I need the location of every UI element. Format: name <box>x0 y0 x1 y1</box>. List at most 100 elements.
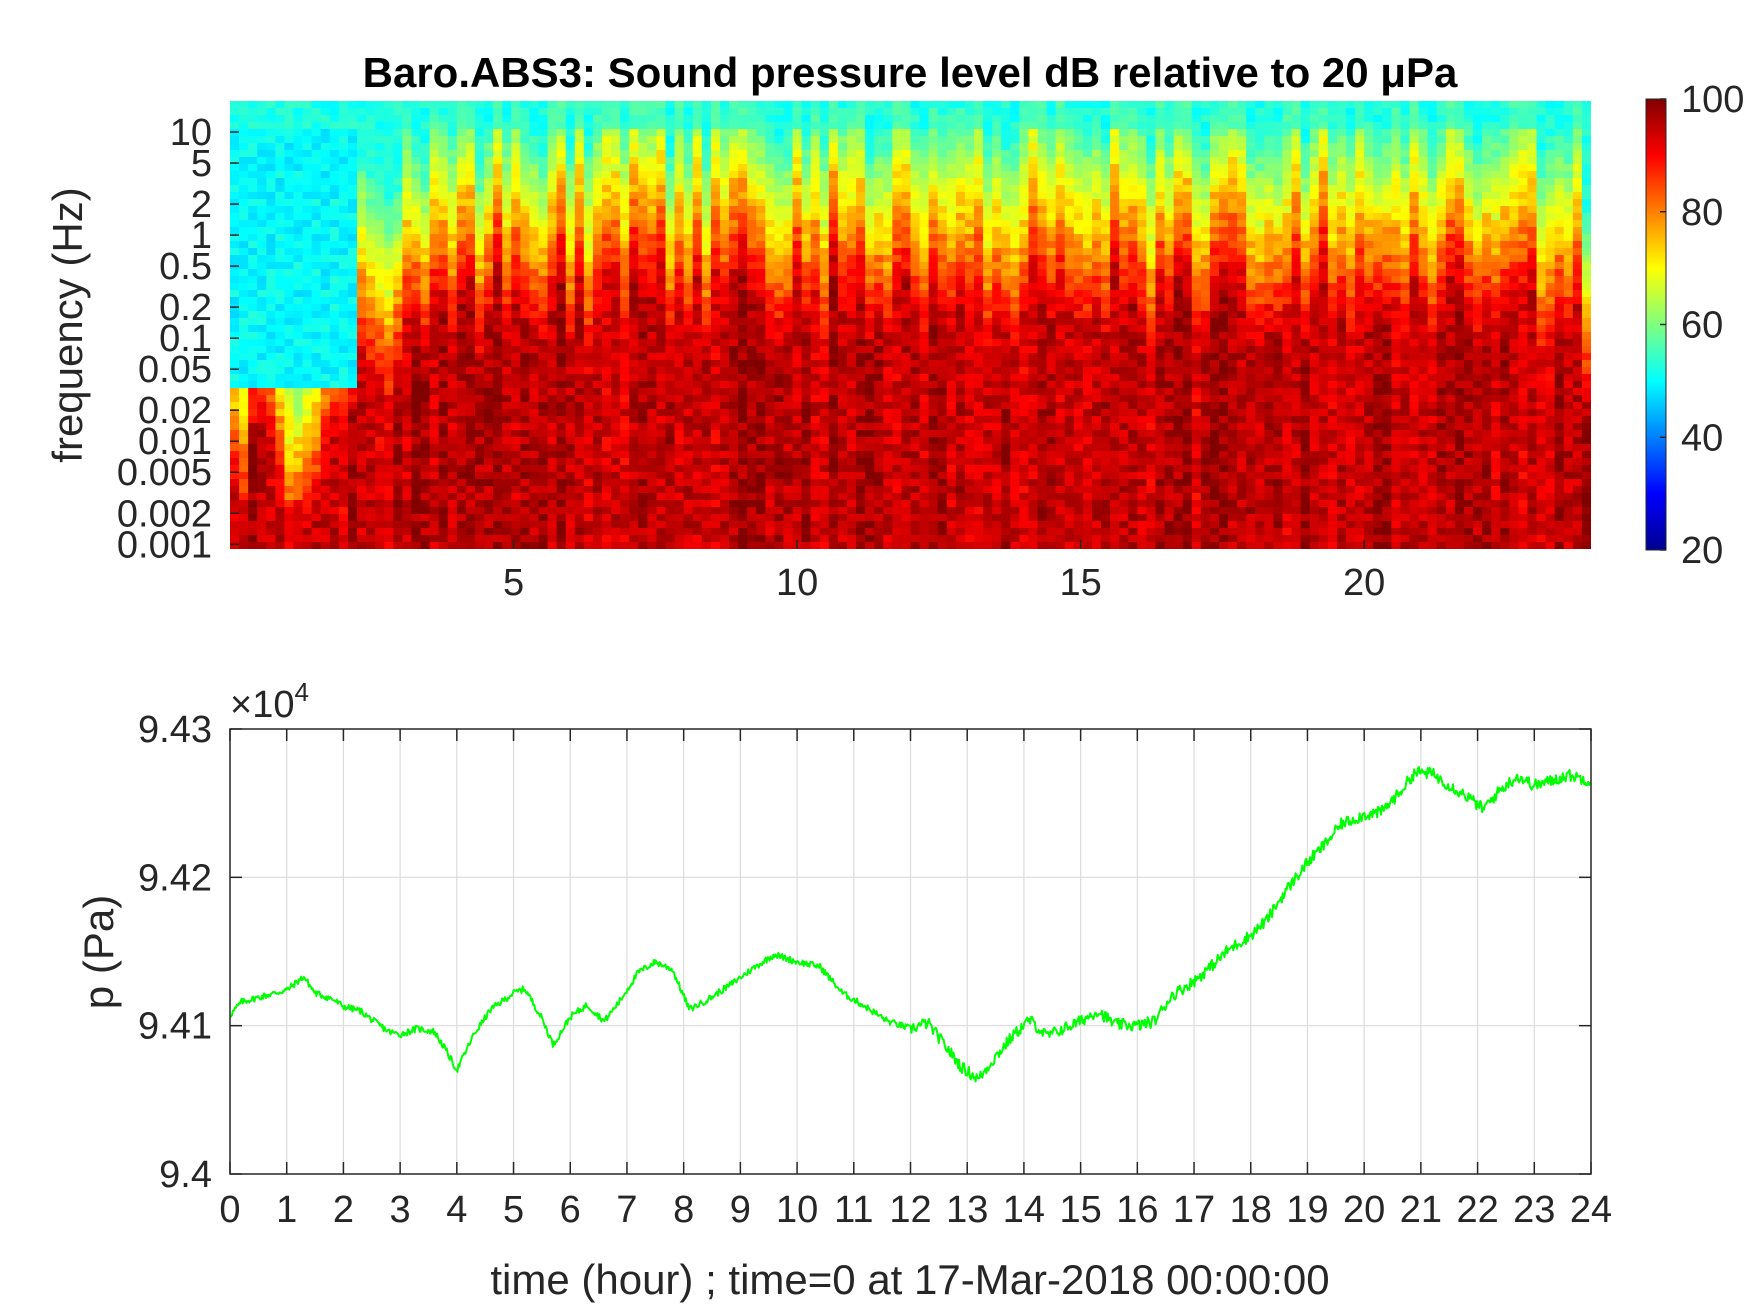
spectrogram-cell <box>565 465 576 473</box>
spectrogram-cell <box>665 381 676 389</box>
spectrogram-cell <box>357 143 367 151</box>
spectrogram-cell <box>629 318 639 326</box>
spectrogram-cell <box>248 283 258 291</box>
spectrogram-cell <box>347 311 358 319</box>
spectrogram-cell <box>393 360 403 368</box>
spectrogram-cell <box>874 521 884 529</box>
spectrogram-cell <box>556 171 567 179</box>
spectrogram-cell <box>928 108 939 116</box>
spectrogram-cell <box>547 423 558 431</box>
spectrogram-cell <box>774 507 785 515</box>
spectrogram-cell <box>375 409 385 417</box>
spectrogram-cell <box>538 129 549 137</box>
spectrogram-cell <box>329 262 340 270</box>
spectrogram-cell <box>892 178 903 186</box>
spectrogram-cell <box>275 444 286 452</box>
spectrogram-cell <box>910 115 921 123</box>
spectrogram-cell <box>347 388 358 396</box>
spectrogram-cell <box>529 493 540 501</box>
spectrogram-cell <box>837 472 848 480</box>
spectrogram-cell <box>801 234 812 242</box>
spectrogram-cell <box>928 332 939 340</box>
spectrogram-cell <box>801 318 812 326</box>
spectrogram-cell <box>402 150 413 158</box>
spectrogram-cell <box>683 486 694 494</box>
spectrogram-cell <box>538 297 549 305</box>
spectrogram-cell <box>774 276 785 284</box>
spectrogram-cell <box>638 283 648 291</box>
spectrogram-cell <box>429 206 440 214</box>
spectrogram-cell <box>865 290 875 298</box>
spectrogram-cell <box>620 353 630 361</box>
spectrogram-cell <box>892 493 903 501</box>
spectrogram-cell <box>366 115 376 123</box>
spectrogram-cell <box>275 430 286 438</box>
spectrogram-cell <box>293 199 304 207</box>
spectrogram-cell <box>338 402 349 410</box>
spectrogram-cell <box>547 535 558 543</box>
spectrogram-cell <box>311 276 322 284</box>
spectrogram-cell <box>311 220 322 228</box>
spectrogram-cell <box>919 367 930 375</box>
spectrogram-cell <box>710 360 721 368</box>
spectrogram-cell <box>429 542 440 549</box>
spectrogram-cell <box>366 339 376 347</box>
spectrogram-cell <box>493 220 503 228</box>
spectrogram-cell <box>284 290 295 298</box>
spectrogram-cell <box>493 500 503 508</box>
spectrogram-cell <box>529 164 540 172</box>
spectrogram-cell <box>901 178 912 186</box>
spectrogram-cell <box>511 374 521 382</box>
spectrogram-cell <box>629 528 639 536</box>
spectrogram-cell <box>756 325 766 333</box>
spectrogram-cell <box>874 101 884 109</box>
spectrogram-cell <box>484 444 494 452</box>
spectrogram-cell <box>520 465 531 473</box>
spectrogram-cell <box>710 486 721 494</box>
spectrogram-cell <box>602 409 612 417</box>
spectrogram-cell <box>538 276 549 284</box>
spectrogram-cell <box>792 325 803 333</box>
spectrogram-cell <box>347 297 358 305</box>
spectrogram-cell <box>474 101 485 109</box>
spectrogram-cell <box>320 241 331 249</box>
spectrogram-cell <box>520 374 531 382</box>
spectrogram-cell <box>420 276 431 284</box>
spectrogram-cell <box>919 248 930 256</box>
spectrogram-cell <box>493 402 503 410</box>
spectrogram-cell <box>638 416 648 424</box>
spectrogram-cell <box>357 381 367 389</box>
spectrogram-cell <box>456 101 467 109</box>
spectrogram-cell <box>738 227 748 235</box>
spectrogram-cell <box>347 157 358 165</box>
spectrogram-cell <box>738 416 748 424</box>
spectrogram-cell <box>484 101 494 109</box>
spectrogram-cell <box>901 493 912 501</box>
spectrogram-cell <box>529 325 540 333</box>
spectrogram-cell <box>783 262 794 270</box>
spectrogram-cell <box>783 437 794 445</box>
spectrogram-cell <box>710 199 721 207</box>
spectrogram-cell <box>901 542 912 549</box>
spectrogram-cell <box>456 192 467 200</box>
spectrogram-cell <box>611 129 621 137</box>
spectrogram-cell <box>393 367 403 375</box>
spectrogram-cell <box>846 458 857 466</box>
spectrogram-cell <box>411 290 422 298</box>
spectrogram-cell <box>311 325 322 333</box>
spectrogram-cell <box>910 192 921 200</box>
spectrogram-cell <box>801 171 812 179</box>
spectrogram-cell <box>683 381 694 389</box>
spectrogram-cell <box>456 409 467 417</box>
spectrogram-cell <box>493 304 503 312</box>
spectrogram-cell <box>719 521 730 529</box>
spectrogram-cell <box>928 234 939 242</box>
spectrogram-cell <box>701 444 712 452</box>
spectrogram-cell <box>438 423 449 431</box>
spectrogram-cell <box>819 402 830 410</box>
spectrogram-cell <box>511 528 521 536</box>
spectrogram-cell <box>783 248 794 256</box>
spectrogram-cell <box>774 486 785 494</box>
spectrogram-cell <box>520 290 531 298</box>
spectrogram-cell <box>393 136 403 144</box>
